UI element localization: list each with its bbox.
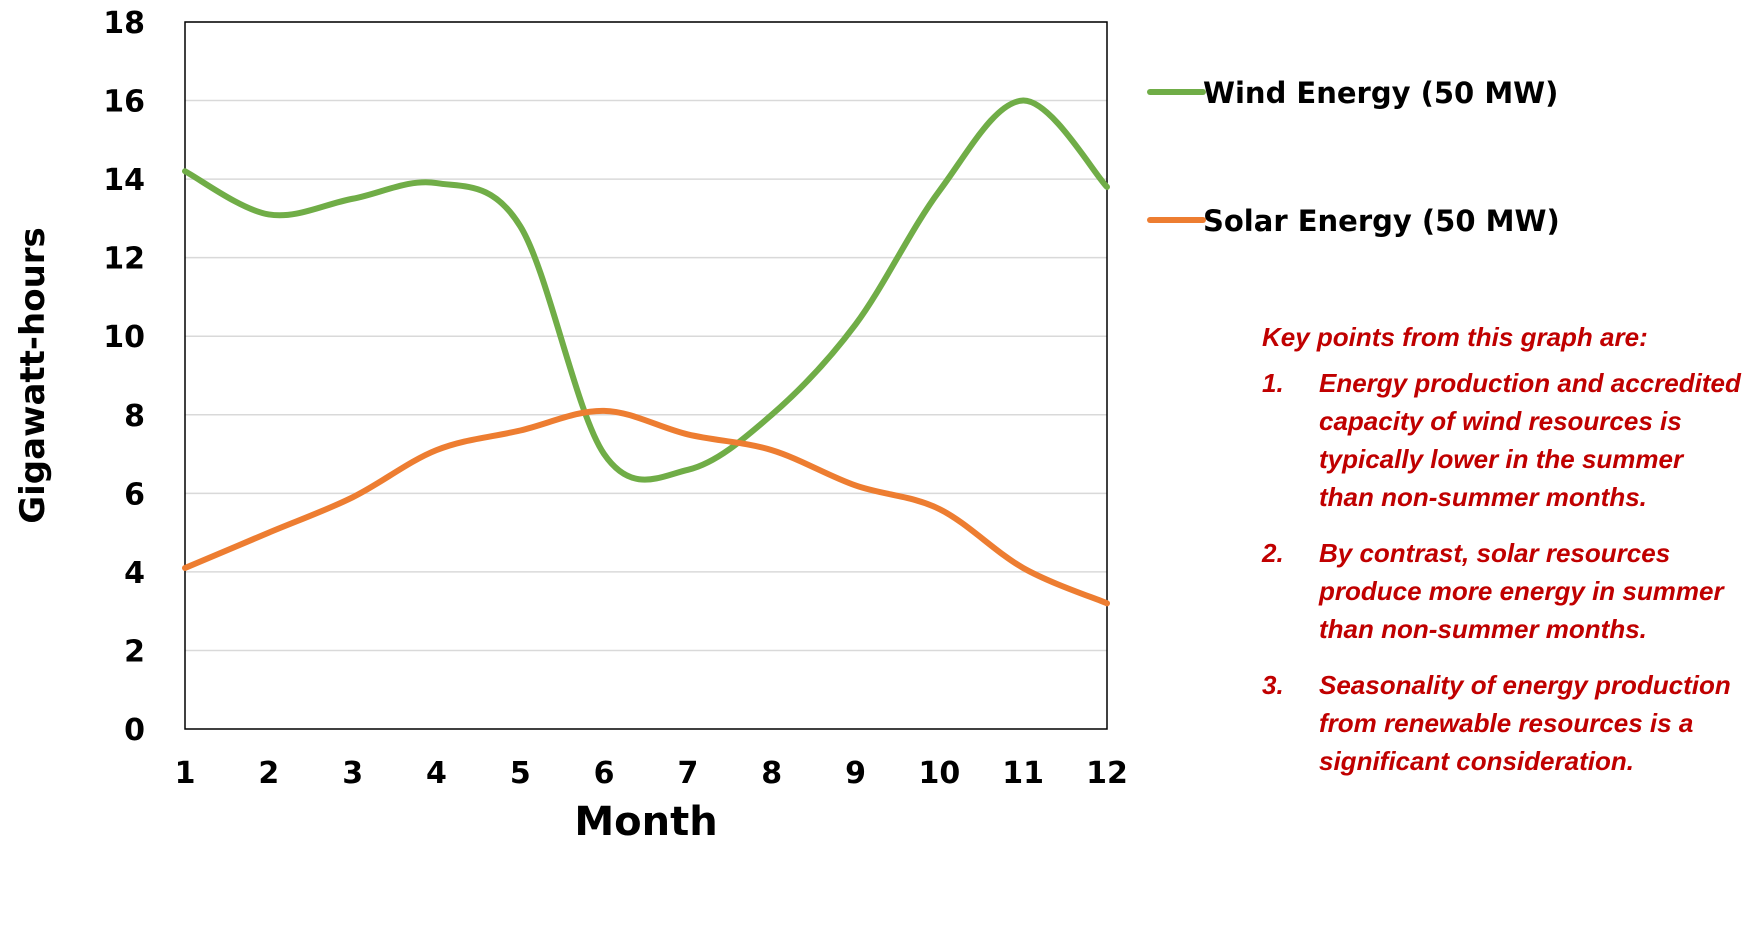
- x-tick-label: 1: [175, 756, 196, 791]
- legend-item-solar[interactable]: Solar Energy (50 MW): [1147, 204, 1560, 238]
- note-number: 1.: [1262, 368, 1284, 398]
- x-tick-label: 2: [258, 756, 279, 791]
- x-tick-label: 9: [845, 756, 866, 791]
- gridlines: [185, 21, 1107, 652]
- y-tick-label: 6: [124, 477, 145, 512]
- key-points-notes: Key points from this graph are: 1. Energ…: [1262, 318, 1742, 798]
- note-text: By contrast, solar resources produce mor…: [1319, 538, 1724, 644]
- legend-label-solar: Solar Energy (50 MW): [1203, 204, 1560, 238]
- note-text: Energy production and accredited capacit…: [1319, 368, 1741, 512]
- note-number: 3.: [1262, 670, 1284, 700]
- x-tick-label: 3: [342, 756, 363, 791]
- legend: Wind Energy (50 MW) Solar Energy (50 MW): [1147, 76, 1560, 238]
- x-tick-label: 8: [761, 756, 782, 791]
- legend-item-wind[interactable]: Wind Energy (50 MW): [1147, 76, 1558, 110]
- x-tick-labels: 1 2 3 4 5 6 7 8 9 10 11 12: [175, 756, 1128, 791]
- x-tick-label: 12: [1086, 756, 1128, 791]
- y-tick-label: 8: [124, 399, 145, 434]
- y-tick-label: 14: [103, 163, 145, 198]
- plot-area: [184, 21, 1108, 730]
- notes-heading: Key points from this graph are:: [1262, 322, 1648, 352]
- note-text: Seasonality of energy production from re…: [1319, 670, 1731, 776]
- note-item: 1. Energy production and accredited capa…: [1262, 364, 1742, 516]
- series-line-wind: [182, 97, 1110, 483]
- y-tick-labels: 0 2 4 6 8 10 12 14 16 18: [103, 6, 145, 748]
- x-axis-title: Month: [574, 799, 717, 845]
- notes-list: 1. Energy production and accredited capa…: [1262, 364, 1742, 780]
- y-tick-label: 4: [124, 556, 145, 591]
- x-tick-label: 5: [510, 756, 531, 791]
- y-tick-label: 16: [103, 85, 145, 120]
- y-tick-label: 18: [103, 6, 145, 41]
- x-tick-label: 7: [677, 756, 698, 791]
- note-number: 2.: [1262, 538, 1284, 568]
- note-item: 2. By contrast, solar resources produce …: [1262, 534, 1742, 648]
- x-tick-label: 4: [426, 756, 447, 791]
- y-tick-label: 12: [103, 242, 145, 277]
- y-tick-label: 0: [124, 713, 145, 748]
- y-axis-title: Gigawatt-hours: [13, 227, 53, 524]
- y-tick-label: 10: [103, 320, 145, 355]
- x-tick-label: 6: [594, 756, 615, 791]
- series-lines: [182, 97, 1110, 607]
- y-tick-label: 2: [124, 634, 145, 669]
- series-line-solar: [182, 407, 1110, 607]
- legend-label-wind: Wind Energy (50 MW): [1203, 76, 1558, 110]
- note-item: 3. Seasonality of energy production from…: [1262, 666, 1742, 780]
- x-tick-label: 10: [918, 756, 960, 791]
- x-tick-label: 11: [1002, 756, 1044, 791]
